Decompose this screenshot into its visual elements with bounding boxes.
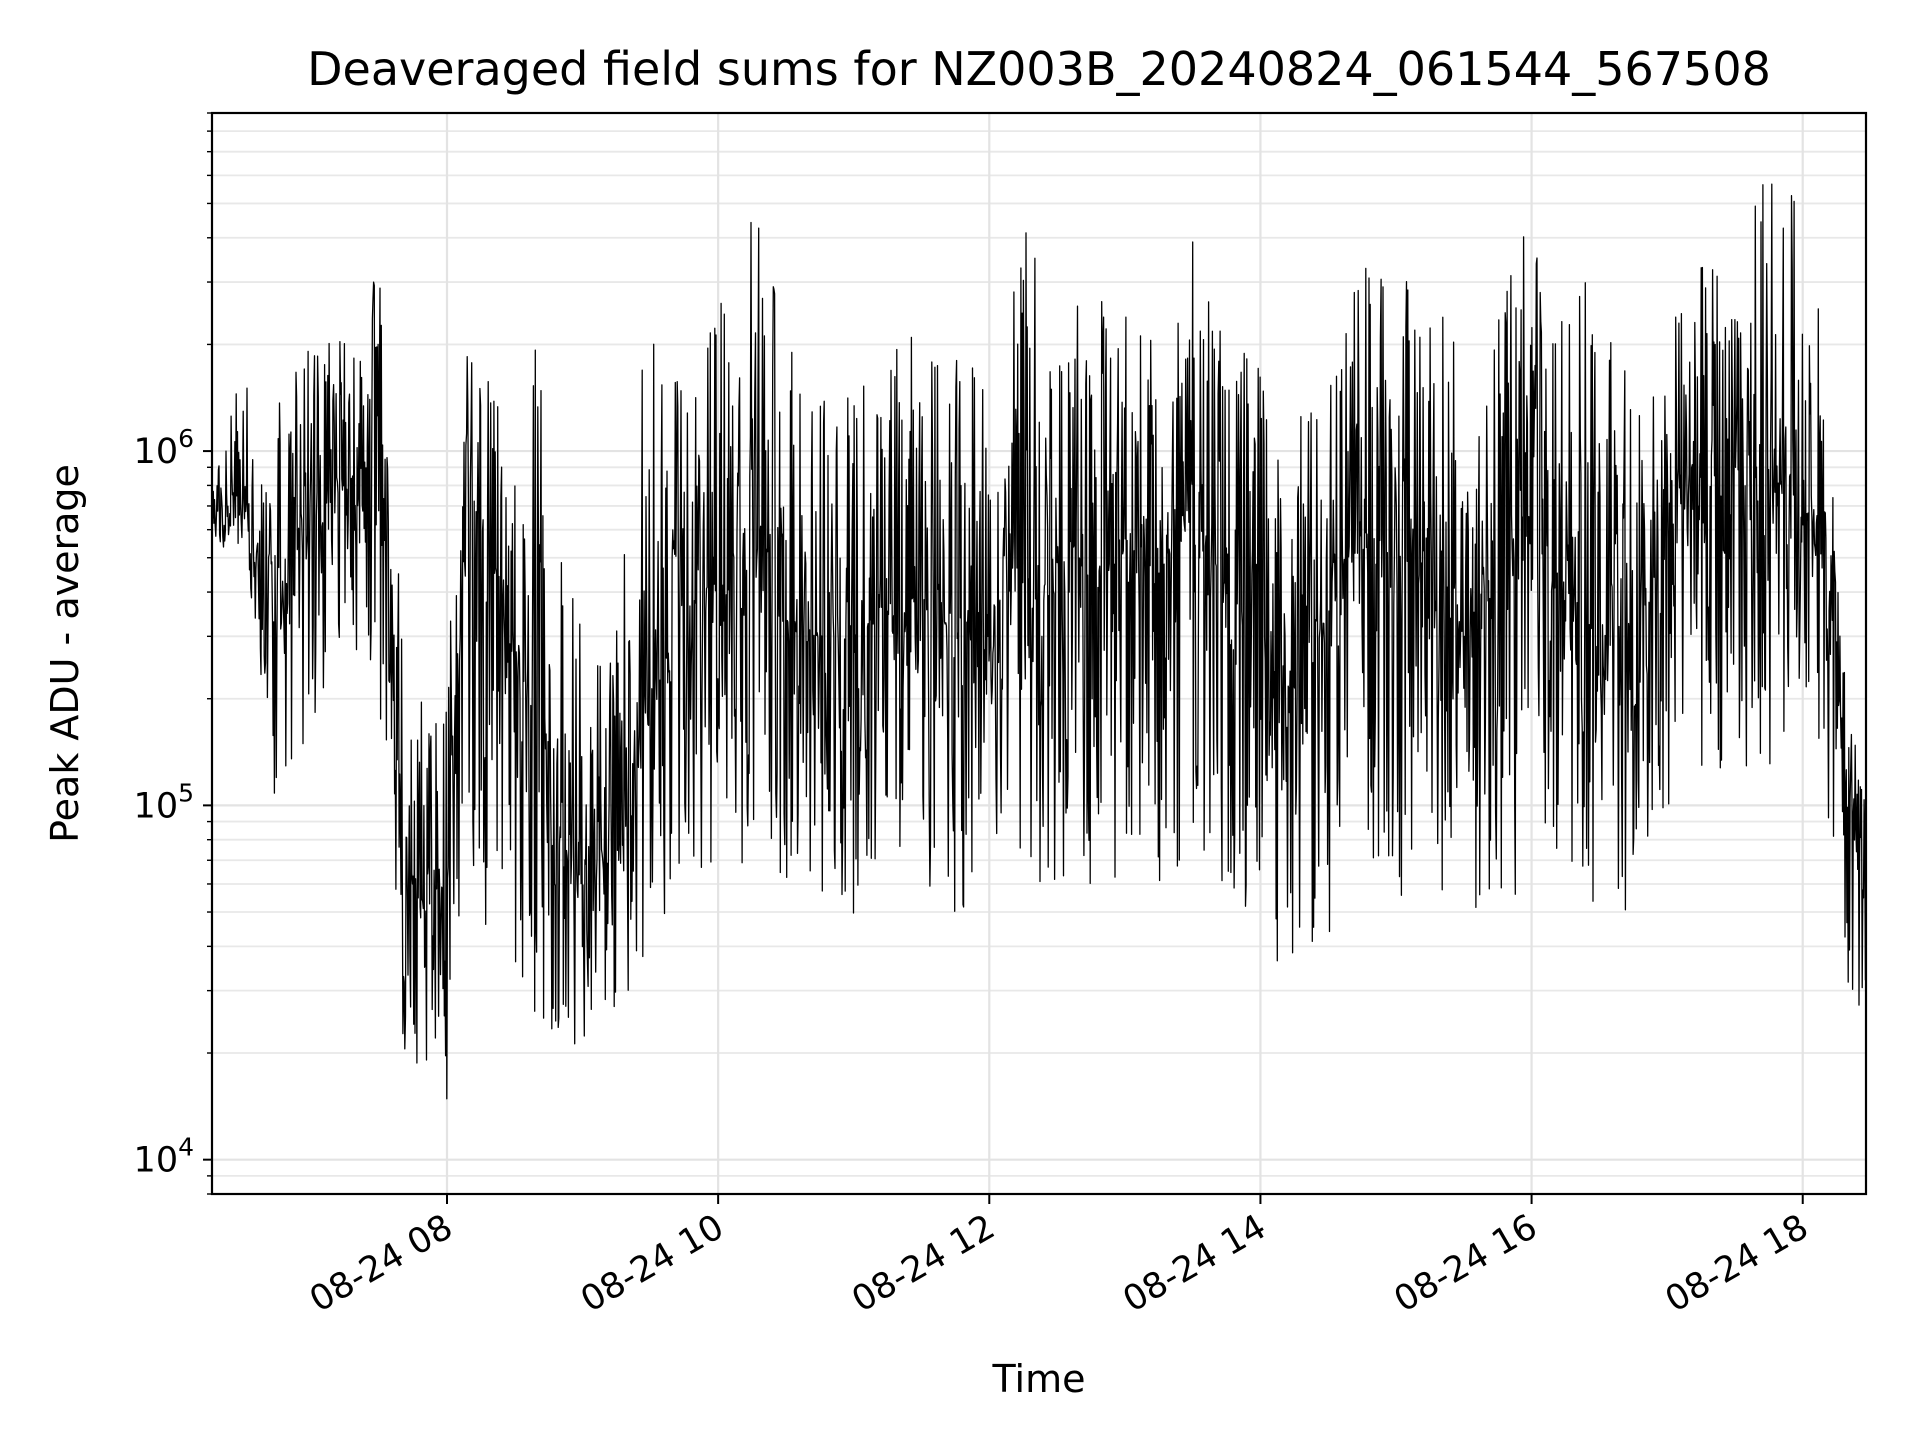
x-tick-label: 08-24 10	[574, 1207, 730, 1320]
y-tick-label: 104	[134, 1133, 194, 1181]
y-tick-label: 106	[134, 424, 194, 472]
x-tick-label: 08-24 12	[845, 1207, 1001, 1320]
y-axis-ticks: 104 105 106	[134, 112, 212, 1195]
x-axis-ticks: 08-24 08 08-24 10 08-24 12 08-24 14 08-24 16…	[303, 1194, 1815, 1320]
x-tick-label: 08-24 16	[1388, 1207, 1544, 1320]
x-tick-label: 08-24 08	[303, 1207, 459, 1320]
series-line	[211, 183, 1867, 1100]
x-axis-label: Time	[992, 1357, 1086, 1401]
x-tick-label: 08-24 18	[1659, 1207, 1815, 1320]
series-line-layer	[211, 183, 1867, 1100]
x-tick-label: 08-24 14	[1117, 1207, 1273, 1320]
chart-title: Deaveraged field sums for NZ003B_2024082…	[307, 42, 1771, 96]
plot-frame	[210, 111, 1868, 1196]
y-tick-label: 105	[134, 778, 194, 826]
y-axis-label: Peak ADU - average	[43, 464, 87, 843]
